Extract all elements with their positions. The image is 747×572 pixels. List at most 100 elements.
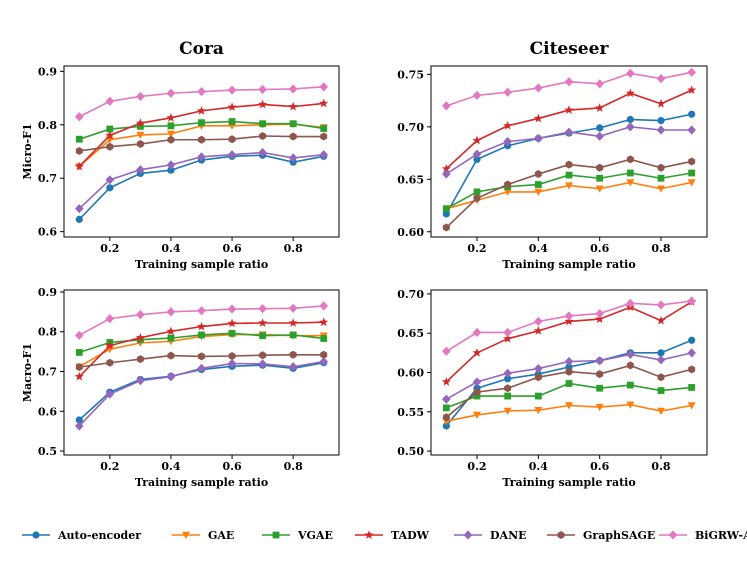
- data-point: [657, 373, 665, 382]
- data-point: [688, 336, 696, 344]
- data-point: [319, 356, 329, 367]
- y-axis-label: Macro-F1: [21, 343, 34, 402]
- data-point: [473, 194, 481, 203]
- data-point: [472, 90, 482, 100]
- data-point: [258, 147, 267, 158]
- data-point: [289, 132, 297, 141]
- data-point: [320, 125, 328, 132]
- data-point: [166, 307, 176, 317]
- data-point: [289, 350, 297, 359]
- plot-frame: [430, 65, 708, 238]
- chart-title: Citeseer: [530, 39, 610, 59]
- legend-label: GAE: [208, 529, 234, 542]
- data-point: [626, 361, 634, 370]
- data-point: [534, 316, 543, 327]
- series-dane: [74, 356, 329, 431]
- x-axis-label: Training sample ratio: [135, 476, 268, 489]
- data-point: [227, 150, 237, 160]
- data-point: [564, 127, 574, 137]
- data-point: [595, 308, 604, 319]
- data-point: [288, 84, 298, 94]
- data-point: [74, 371, 84, 381]
- data-point: [166, 160, 176, 170]
- data-point: [258, 99, 268, 109]
- data-point: [595, 314, 605, 323]
- data-point: [534, 170, 542, 179]
- data-point: [105, 175, 115, 185]
- data-point: [534, 392, 542, 400]
- data-point: [135, 118, 145, 128]
- data-point: [166, 130, 175, 138]
- data-point: [74, 421, 84, 431]
- data-point: [198, 135, 205, 144]
- data-point: [441, 164, 451, 173]
- data-point: [595, 79, 604, 89]
- data-point: [198, 119, 205, 127]
- data-point: [227, 358, 237, 369]
- data-point: [167, 166, 175, 174]
- data-point: [74, 204, 84, 214]
- data-point: [657, 387, 665, 394]
- data-point: [472, 149, 482, 159]
- data-point: [626, 115, 634, 124]
- data-point: [687, 179, 696, 187]
- data-point: [626, 169, 634, 177]
- x-tick-label: 0.2: [100, 460, 119, 473]
- data-point: [472, 135, 482, 145]
- data-point: [288, 153, 298, 163]
- data-point: [75, 215, 83, 223]
- x-axis-label: Training sample ratio: [502, 476, 635, 489]
- data-point: [688, 365, 696, 374]
- legend-marker: [32, 531, 40, 539]
- data-point: [565, 171, 573, 179]
- data-point: [74, 330, 84, 340]
- chart-panel-3: 0.2 0.4 0.6 0.8 0.5 0.6 0.7 0.8 0.9 Training samp…: [21, 286, 340, 489]
- legend-item-gae: GAE: [172, 529, 234, 542]
- data-point: [503, 327, 512, 338]
- data-point: [565, 367, 573, 376]
- data-point: [503, 121, 513, 130]
- data-point: [227, 318, 237, 328]
- data-point: [657, 407, 665, 415]
- legend: Auto-encoder GAE VGAE TADW DANE GraphSAGE BiGR…: [22, 529, 747, 542]
- data-point: [626, 68, 635, 78]
- data-point: [503, 87, 512, 97]
- data-point: [473, 388, 481, 397]
- data-point: [595, 131, 604, 141]
- data-point: [136, 91, 145, 102]
- data-point: [656, 73, 666, 84]
- data-point: [259, 120, 267, 128]
- data-point: [564, 77, 574, 87]
- data-point: [105, 96, 115, 106]
- data-point: [626, 401, 635, 409]
- data-point: [442, 404, 450, 412]
- legend-marker: [557, 531, 565, 539]
- legend-marker: [668, 530, 678, 540]
- series-bigrw-at: [74, 82, 329, 122]
- data-point: [319, 150, 329, 160]
- series-vgae: [442, 169, 696, 213]
- data-point: [75, 416, 83, 424]
- x-tick-label: 0.6: [590, 460, 609, 473]
- data-point: [626, 349, 635, 360]
- data-point: [626, 179, 635, 187]
- x-tick-label: 0.4: [161, 242, 180, 255]
- data-point: [442, 210, 450, 218]
- data-point: [288, 303, 298, 313]
- data-point: [656, 315, 666, 325]
- data-point: [534, 407, 543, 415]
- data-point: [320, 350, 328, 359]
- legend-marker: [272, 531, 280, 539]
- data-point: [596, 163, 604, 172]
- x-tick-label: 0.8: [284, 242, 303, 255]
- y-axis-label: Micro-F1: [21, 123, 34, 179]
- x-axis-label: Training sample ratio: [502, 258, 635, 271]
- data-point: [196, 106, 207, 115]
- data-point: [595, 185, 604, 193]
- data-point: [565, 402, 573, 410]
- data-point: [534, 373, 542, 382]
- data-point: [288, 318, 298, 327]
- data-point: [136, 140, 144, 149]
- data-point: [596, 370, 604, 379]
- data-point: [106, 142, 114, 151]
